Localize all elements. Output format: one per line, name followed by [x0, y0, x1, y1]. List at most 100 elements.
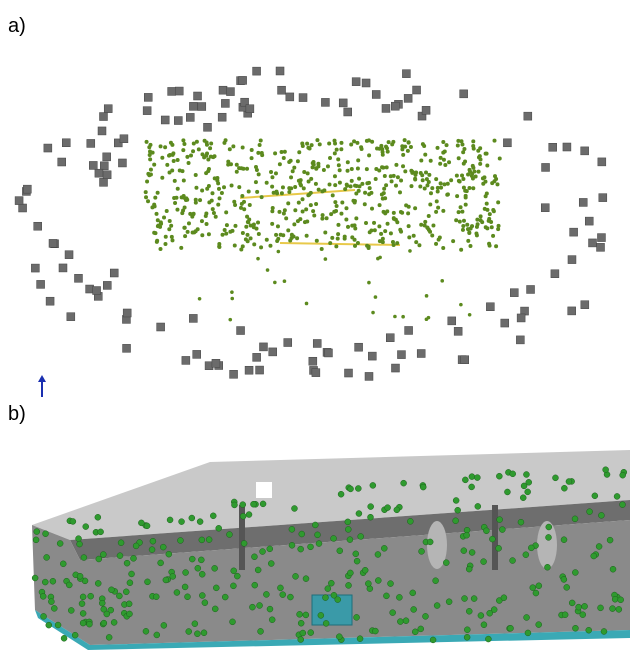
point — [403, 138, 407, 142]
marker — [111, 619, 117, 625]
point — [278, 162, 282, 166]
point — [367, 281, 371, 285]
point — [336, 157, 340, 161]
point — [489, 220, 493, 224]
marker — [325, 586, 331, 592]
point — [241, 231, 245, 235]
marker — [396, 594, 402, 600]
point — [268, 244, 272, 248]
camera — [93, 287, 101, 295]
point — [346, 169, 350, 173]
point — [305, 302, 309, 306]
marker — [469, 474, 475, 480]
marker — [167, 517, 173, 523]
point — [233, 224, 237, 228]
point — [383, 174, 387, 178]
point — [167, 227, 171, 231]
marker — [525, 630, 531, 636]
point — [363, 191, 367, 195]
point — [357, 177, 361, 181]
point — [255, 190, 259, 194]
point — [330, 236, 334, 240]
marker — [123, 589, 129, 595]
camera — [598, 158, 606, 166]
point — [155, 212, 159, 216]
marker — [345, 526, 351, 532]
point — [200, 152, 204, 156]
point — [390, 142, 394, 146]
point — [259, 138, 263, 142]
point — [353, 184, 357, 188]
point — [231, 144, 235, 148]
point — [322, 188, 326, 192]
point — [387, 140, 391, 144]
point — [344, 206, 348, 210]
point — [241, 145, 245, 149]
marker — [177, 537, 183, 543]
marker — [312, 522, 318, 528]
point — [153, 196, 157, 200]
marker — [163, 577, 169, 583]
point — [487, 242, 491, 246]
marker — [592, 493, 598, 499]
point — [310, 143, 314, 147]
point — [425, 226, 429, 230]
point — [175, 208, 179, 212]
point — [210, 199, 214, 203]
point — [470, 172, 474, 176]
marker — [43, 531, 49, 537]
marker — [95, 514, 101, 520]
camera — [324, 349, 332, 357]
marker — [303, 612, 309, 618]
marker — [199, 571, 205, 577]
marker — [55, 622, 61, 628]
marker — [336, 634, 342, 640]
point — [217, 187, 221, 191]
marker — [255, 567, 261, 573]
point — [163, 242, 167, 246]
point — [270, 222, 274, 226]
point — [144, 190, 148, 194]
marker — [33, 537, 39, 543]
camera — [597, 234, 605, 242]
camera — [230, 370, 238, 378]
point — [170, 235, 174, 239]
marker — [614, 493, 620, 499]
point — [460, 142, 464, 146]
point — [398, 228, 402, 232]
point — [441, 140, 445, 144]
marker — [250, 501, 256, 507]
marker — [230, 619, 236, 625]
point — [353, 238, 357, 242]
point — [216, 203, 220, 207]
point — [461, 177, 465, 181]
point — [457, 156, 461, 160]
point — [235, 163, 239, 167]
point — [406, 211, 410, 215]
point — [293, 185, 297, 189]
marker — [523, 471, 529, 477]
point — [423, 220, 427, 224]
point — [335, 148, 339, 152]
camera — [286, 93, 294, 101]
point — [478, 146, 482, 150]
point — [287, 160, 291, 164]
marker — [303, 576, 309, 582]
point — [256, 151, 260, 155]
point — [165, 163, 169, 167]
point — [181, 138, 185, 142]
marker — [464, 634, 470, 640]
point — [242, 200, 246, 204]
point — [173, 201, 177, 205]
marker — [240, 502, 246, 508]
point — [249, 236, 253, 240]
marker — [40, 593, 46, 599]
point — [167, 154, 171, 158]
marker — [394, 507, 400, 513]
marker — [367, 514, 373, 520]
marker — [298, 637, 304, 643]
marker — [81, 555, 87, 561]
camera — [372, 90, 380, 98]
point — [382, 191, 386, 195]
point — [292, 166, 296, 170]
